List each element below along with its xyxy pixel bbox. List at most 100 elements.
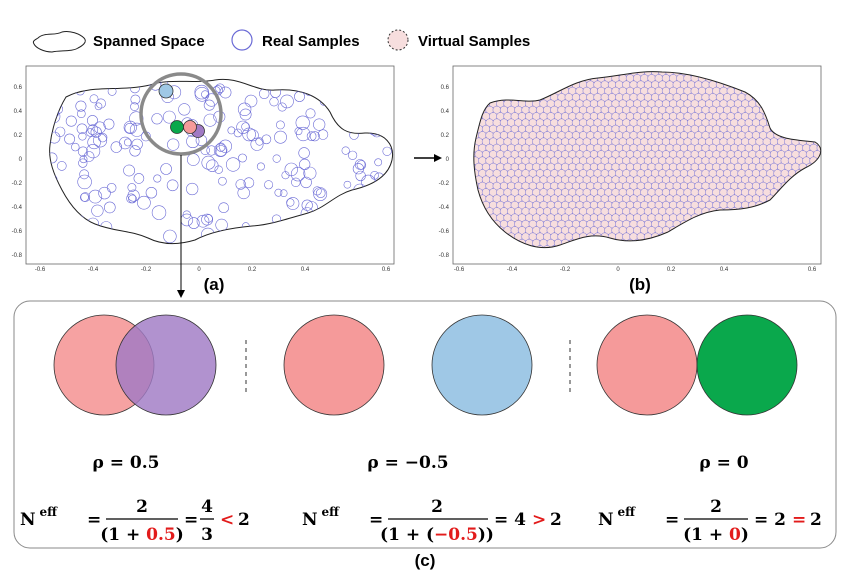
real-sample: [186, 182, 199, 196]
real-sample: [98, 186, 111, 200]
real-sample: [215, 145, 227, 157]
tick-label: -0.2: [560, 267, 571, 273]
real-sample: [261, 134, 272, 145]
plot-b-y-ticks: 0.6 0.4 0.2 0 -0.2 -0.4 -0.6 -0.8: [439, 85, 450, 259]
real-sample: [243, 177, 255, 188]
real-sample: [86, 128, 95, 137]
virtual-sample: [820, 213, 821, 222]
tick-label: -0.2: [141, 267, 152, 273]
real-sample: [226, 157, 241, 172]
tick-label: 0: [616, 267, 620, 273]
legend-real-label: Real Samples: [262, 33, 360, 50]
tick-label: 0.4: [14, 109, 23, 115]
zoom-circle: [139, 72, 223, 156]
tick-label: 0.2: [667, 267, 676, 273]
real-sample: [317, 129, 329, 140]
compare-sign: >: [532, 510, 546, 530]
tick-label: 0.4: [441, 109, 450, 115]
real-sample: [75, 100, 87, 112]
real-sample: [129, 145, 141, 157]
equals-1: =: [369, 510, 383, 530]
real-sample: [76, 123, 88, 135]
real-sample: [49, 152, 58, 164]
real-sample: [124, 138, 132, 147]
equals-1: =: [665, 510, 679, 530]
real-sample: [204, 214, 213, 223]
virtual-sample: [820, 112, 821, 121]
real-sample: [300, 176, 312, 189]
virtual-sample: [820, 74, 821, 83]
compare-rhs: 2: [550, 510, 562, 530]
real-sample: [290, 166, 306, 182]
plot-b-x-ticks: -0.6 -0.4 -0.2 0 0.2 0.4 0.6: [454, 267, 817, 273]
real-sample: [65, 115, 77, 127]
real-sample: [374, 158, 383, 167]
rho-value: ρ = 0: [699, 453, 748, 473]
real-sample: [160, 163, 172, 175]
real-sample: [77, 146, 89, 157]
venn-right-circle: [696, 314, 798, 416]
real-sample: [348, 150, 358, 160]
virtual-sample: [820, 175, 821, 184]
real-sample: [275, 120, 285, 130]
real-sample: [97, 132, 108, 143]
real-sample: [106, 183, 117, 193]
tick-label: -0.8: [12, 253, 23, 259]
rho-value: ρ = −0.5: [367, 453, 448, 473]
plot-a-x-ticks: -0.6 -0.4 -0.2 0 0.2 0.4 0.6: [35, 267, 391, 273]
real-sample: [118, 136, 132, 150]
real-sample: [218, 202, 229, 213]
real-sample: [153, 174, 162, 183]
label-a: (a): [204, 275, 225, 294]
transform-arrow-head: [434, 154, 442, 162]
fraction-denominator: (1 + 0.5): [100, 525, 184, 545]
real-sample: [343, 180, 352, 189]
real-sample: [274, 130, 287, 144]
real-sample: [274, 188, 283, 197]
venn-left-circle: [283, 314, 385, 416]
real-sample: [237, 102, 252, 117]
legend: Spanned Space Real Samples Virtual Sampl…: [32, 29, 530, 53]
tick-label: 0.6: [808, 267, 817, 273]
real-sample: [188, 217, 200, 229]
result-numerator: 4: [201, 497, 213, 517]
tick-label: 0.6: [14, 85, 23, 91]
fraction-numerator: 2: [136, 497, 148, 517]
venn-left-circle: [596, 314, 698, 416]
real-sample: [244, 94, 258, 108]
tick-label: 0: [446, 157, 450, 163]
real-sample: [280, 94, 294, 109]
real-sample: [94, 102, 103, 111]
real-sample: [286, 197, 300, 210]
real-sample: [196, 214, 210, 228]
result-denominator: 3: [201, 525, 213, 545]
real-sample: [133, 173, 145, 184]
tick-label: -0.6: [454, 267, 465, 273]
real-sample: [281, 171, 290, 180]
real-sample: [206, 145, 217, 156]
real-sample: [49, 131, 61, 144]
tick-label: 0.4: [720, 267, 729, 273]
fraction-denominator: (1 + 0): [683, 525, 749, 545]
real-sample: [178, 103, 191, 116]
real-sample: [127, 183, 137, 192]
real-sample: [93, 121, 106, 134]
real-sample: [71, 142, 80, 152]
real-sample: [88, 189, 103, 204]
real-sample: [277, 102, 287, 112]
plot-b: -0.6 -0.4 -0.2 0 0.2 0.4 0.6 0.6 0.4 0.2…: [439, 65, 822, 273]
real-sample: [85, 144, 101, 159]
virtual-sample: [820, 162, 821, 172]
real-sample: [341, 146, 350, 155]
real-sample: [238, 153, 247, 163]
real-sample: [235, 179, 246, 190]
zoom-arrow-head: [177, 290, 185, 298]
real-sample: [203, 99, 215, 111]
